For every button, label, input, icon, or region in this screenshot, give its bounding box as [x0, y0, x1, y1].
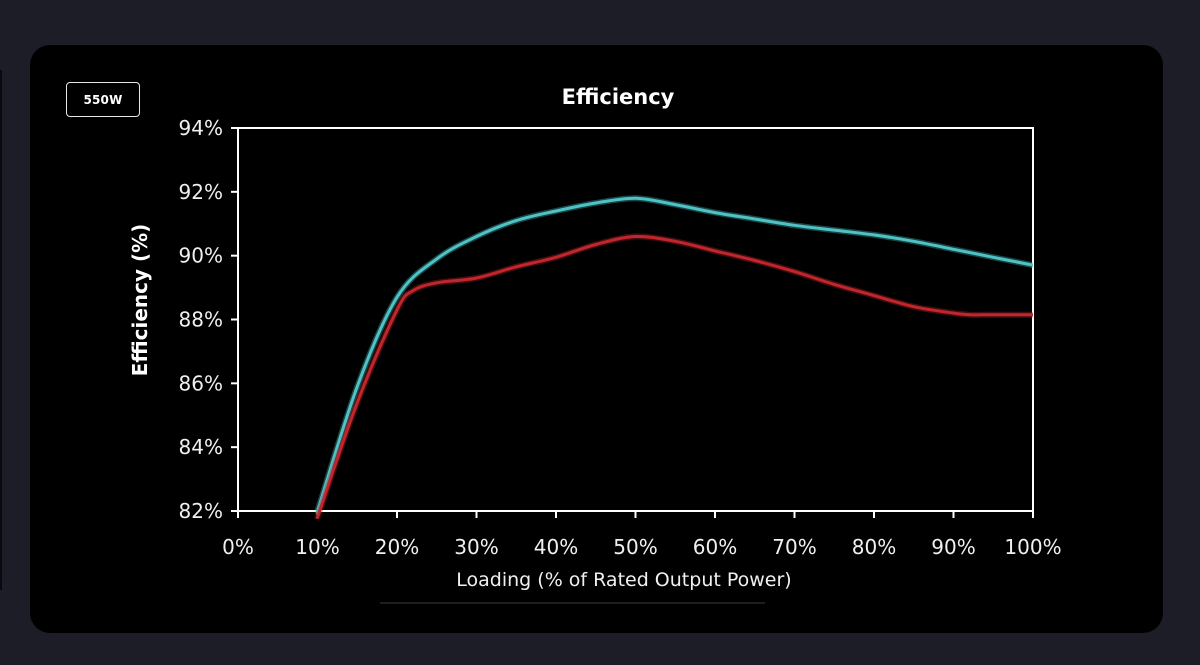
x-tick-label: 80% — [852, 535, 896, 559]
x-tick-label: 20% — [375, 535, 419, 559]
series-line — [316, 234, 1033, 519]
x-tick-label: 50% — [613, 535, 657, 559]
y-tick-label: 84% — [179, 435, 223, 459]
y-tick-label: 86% — [179, 371, 223, 395]
x-tick-label: 60% — [693, 535, 737, 559]
y-axis-ticks: 94% 92% 90% 88% 86% 84% 82% — [179, 116, 238, 523]
x-axis-ticks: 0% 10% 20% 30% 40% 50% 60% 70% 80% 90% 100% — [222, 511, 1062, 559]
window-edge — [0, 70, 2, 590]
y-tick-label: 92% — [179, 180, 223, 204]
y-tick-label: 90% — [179, 244, 223, 268]
x-axis-label: Loading (% of Rated Output Power) — [456, 569, 791, 591]
x-tick-label: 40% — [534, 535, 578, 559]
y-tick-label: 82% — [179, 499, 223, 523]
x-tick-label: 30% — [454, 535, 498, 559]
plot-frame — [237, 127, 1034, 512]
x-tick-label: 100% — [1004, 535, 1061, 559]
series-lines — [314, 195, 1033, 519]
x-tick-label: 70% — [772, 535, 816, 559]
y-tick-label: 88% — [179, 308, 223, 332]
x-tick-label: 10% — [295, 535, 339, 559]
x-tick-label: 90% — [931, 535, 975, 559]
wattage-badge[interactable]: 550W — [66, 82, 140, 117]
series-line — [316, 196, 1033, 513]
y-axis-label: Efficiency (%) — [128, 224, 152, 377]
y-tick-label: 94% — [179, 116, 223, 140]
chart-card — [30, 45, 1163, 633]
series-line-glow — [314, 233, 1033, 519]
chart-title: Efficiency — [562, 85, 675, 109]
x-tick-label: 0% — [222, 535, 254, 559]
